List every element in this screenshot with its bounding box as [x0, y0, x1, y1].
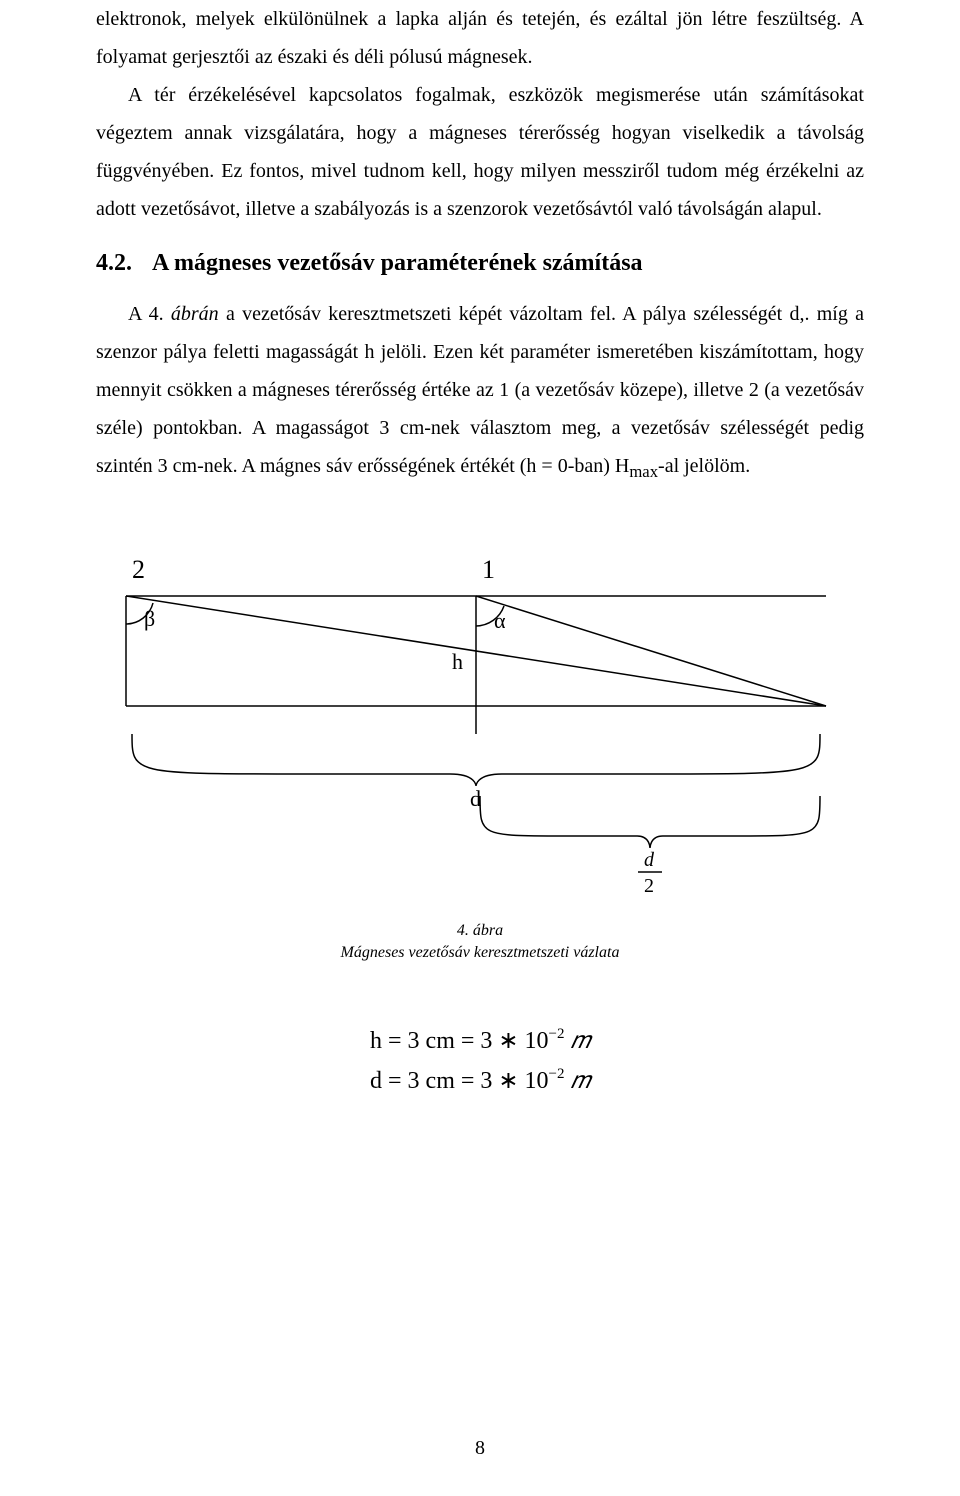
figure-caption: 4. ábra Mágneses vezetősáv keresztmetsze…: [96, 920, 864, 965]
figure-diagram: 2 1 β α h d d 2: [96, 534, 864, 894]
svg-text:h: h: [452, 649, 463, 674]
figure-4: 2 1 β α h d d 2 4. ábra Mágneses vezetősáv kere…: [96, 534, 864, 965]
section-heading: 4.2. A mágneses vezetősáv paraméterének …: [96, 250, 864, 277]
heading-title: A mágneses vezetősáv paraméterének számí…: [152, 250, 643, 276]
p3-subscript: max: [629, 462, 658, 481]
p3-part-c: a vezetősáv keresztmetszeti képét vázolt…: [96, 303, 864, 477]
svg-text:1: 1: [482, 555, 495, 584]
caption-line-1: 4. ábra: [96, 920, 864, 942]
body-text-block: elektronok, melyek elkülönülnek a lapka …: [96, 0, 864, 228]
caption-line-2: Mágneses vezetősáv keresztmetszeti vázla…: [96, 942, 864, 964]
svg-text:β: β: [144, 606, 155, 631]
paragraph-3: A 4. ábrán a vezetősáv keresztmetszeti k…: [96, 295, 864, 488]
svg-text:α: α: [494, 608, 506, 633]
p3-part-a: A 4.: [128, 303, 171, 325]
heading-number: 4.2.: [96, 250, 132, 276]
paragraph-2: A tér érzékelésével kapcsolatos fogalmak…: [96, 76, 864, 228]
svg-text:d: d: [644, 849, 655, 871]
svg-text:d = 3 cm = 3 ∗ 10−2 𝑚: d = 3 cm = 3 ∗ 10−2 𝑚: [370, 1066, 593, 1094]
equations-svg: h = 3 cm = 3 ∗ 10−2 𝑚 d = 3 cm = 3 ∗ 10−2…: [270, 1018, 690, 1110]
svg-text:d: d: [470, 786, 481, 811]
p3-part-d: -al jelölöm.: [658, 455, 750, 477]
p3-part-b: ábrán: [171, 303, 219, 325]
paragraph-1: elektronok, melyek elkülönülnek a lapka …: [96, 0, 864, 76]
svg-text:2: 2: [644, 875, 654, 894]
body-text-block-2: A 4. ábrán a vezetősáv keresztmetszeti k…: [96, 295, 864, 488]
svg-text:2: 2: [132, 555, 145, 584]
svg-text:h = 3 cm = 3 ∗ 10−2 𝑚: h = 3 cm = 3 ∗ 10−2 𝑚: [370, 1026, 593, 1054]
equations-block: h = 3 cm = 3 ∗ 10−2 𝑚 d = 3 cm = 3 ∗ 10−2…: [96, 1018, 864, 1110]
page-number: 8: [0, 1437, 960, 1460]
